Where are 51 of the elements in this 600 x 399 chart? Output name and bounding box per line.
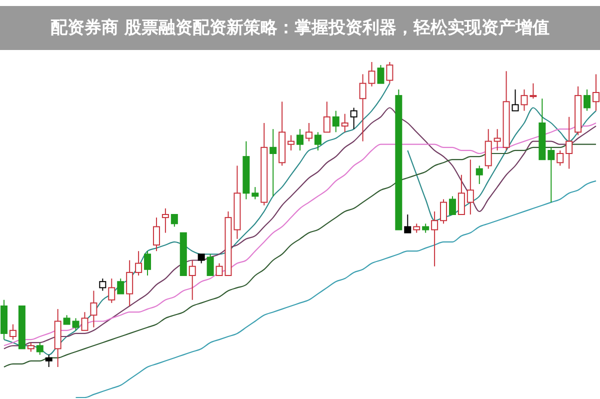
candlestick [584, 88, 591, 112]
candlestick [72, 318, 80, 331]
candlestick [144, 250, 152, 276]
chart-title: 配资券商 股票融资配资新策略：掌握投资利器，轻松实现资产增值 [50, 17, 550, 40]
candlestick [198, 254, 205, 264]
candlestick [448, 196, 456, 215]
candlestick [27, 342, 34, 352]
candlestick [422, 223, 430, 234]
candlestick [566, 116, 573, 170]
candlestick [323, 101, 330, 133]
candlestick [359, 74, 366, 142]
candlestick [206, 254, 214, 276]
candlestick [188, 260, 196, 300]
candlestick [332, 110, 340, 133]
candlestick [81, 312, 88, 331]
candlestick [368, 62, 376, 87]
candlestick [458, 174, 465, 215]
candlestick [135, 250, 142, 276]
candlestick [556, 150, 564, 166]
candlestick [45, 354, 52, 368]
candlestick [252, 186, 259, 200]
candlestick [592, 74, 600, 112]
candlestick [99, 278, 106, 292]
candlestick [476, 165, 483, 184]
candlestick [36, 342, 44, 356]
candlestick [404, 214, 412, 234]
candlestick [386, 62, 394, 84]
candlestick [288, 134, 295, 151]
candlestick [548, 146, 555, 203]
candlestick [431, 210, 438, 267]
candlestick [377, 64, 384, 84]
candlestick [494, 128, 501, 151]
candlestick [108, 278, 116, 304]
candlestick [63, 314, 70, 325]
candlestick [270, 128, 277, 197]
candlestick [9, 324, 16, 340]
candlestick [413, 223, 420, 234]
candlestick [314, 132, 322, 151]
candlestick [305, 122, 312, 142]
candlestick [90, 290, 98, 328]
candlestick [440, 198, 448, 224]
candlestick [350, 107, 358, 130]
candlestick [170, 214, 178, 228]
candlestick [296, 128, 304, 151]
candlestick [530, 82, 537, 100]
candlestick [152, 217, 160, 252]
candlestick [117, 278, 124, 294]
candlestick [162, 208, 169, 234]
candlestick [126, 260, 134, 306]
candlestick [466, 159, 474, 215]
candlestick [341, 113, 348, 133]
